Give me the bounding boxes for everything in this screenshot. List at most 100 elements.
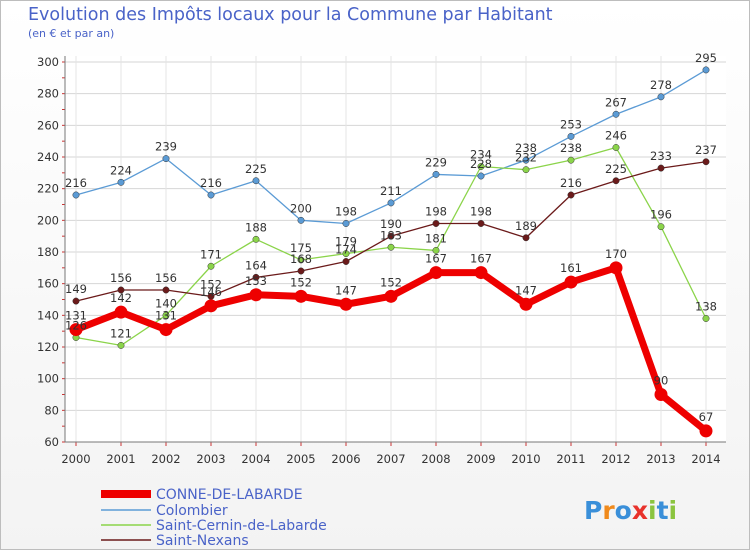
x-tick-label: 2009 (466, 452, 495, 466)
data-label-saint-nexans: 216 (560, 176, 582, 190)
data-label-saint-cernin-de-labarde: 246 (605, 129, 627, 143)
data-label-saint-cernin-de-labarde: 179 (335, 235, 357, 249)
x-tick-label: 2011 (556, 452, 585, 466)
x-tick-label: 2010 (511, 452, 540, 466)
data-label-conne-de-labarde: 152 (380, 275, 402, 289)
data-point-conne-de-labarde (204, 299, 218, 313)
x-tick-label: 2005 (286, 452, 315, 466)
data-label-conne-de-labarde: 170 (605, 247, 627, 261)
x-tick-label: 2001 (106, 452, 135, 466)
data-point-saint-nexans (657, 164, 665, 172)
data-point-colombier (387, 199, 395, 207)
data-label-saint-nexans: 174 (335, 243, 357, 257)
data-point-saint-cernin-de-labarde (432, 246, 440, 254)
data-point-colombier (702, 66, 710, 74)
data-label-colombier: 211 (380, 184, 402, 198)
data-label-colombier: 239 (155, 140, 177, 154)
data-label-saint-cernin-de-labarde: 138 (695, 300, 717, 314)
legend-label-saint-cernin-de-labarde: Saint-Cernin-de-Labarde (156, 518, 327, 534)
x-axis: 2000 2001 2002 2003 2004 2005 2006 2007 2008 2009… (61, 441, 726, 466)
x-tick-label: 2008 (421, 452, 450, 466)
data-point-conne-de-labarde (159, 323, 173, 337)
data-point-conne-de-labarde (699, 424, 713, 438)
data-point-conne-de-labarde (294, 289, 308, 303)
y-tick-label: 280 (37, 87, 59, 101)
data-point-conne-de-labarde (339, 297, 353, 311)
data-label-saint-nexans: 149 (65, 282, 87, 296)
grid (65, 56, 726, 443)
y-tick-label: 220 (37, 182, 59, 196)
data-point-saint-cernin-de-labarde (207, 262, 215, 270)
data-label-colombier: 224 (110, 163, 132, 177)
data-label-colombier: 216 (65, 176, 87, 190)
data-point-colombier (72, 191, 80, 199)
data-label-saint-cernin-de-labarde: 121 (110, 326, 132, 340)
data-point-saint-cernin-de-labarde (657, 223, 665, 231)
data-point-colombier (612, 110, 620, 118)
data-point-saint-cernin-de-labarde (567, 156, 575, 164)
data-point-colombier (477, 172, 485, 180)
data-label-colombier: 225 (245, 162, 267, 176)
data-point-colombier (252, 177, 260, 185)
data-point-colombier (297, 216, 305, 224)
data-point-saint-nexans (567, 191, 575, 199)
data-point-saint-cernin-de-labarde (612, 144, 620, 151)
legend-label-conne-de-labarde: CONNE-DE-LABARDE (156, 487, 303, 503)
data-point-conne-de-labarde (654, 388, 668, 401)
data-label-colombier: 267 (605, 95, 627, 109)
y-tick-label: 120 (37, 340, 59, 354)
x-tick-label: 2006 (331, 452, 360, 466)
data-label-colombier: 200 (290, 201, 312, 215)
brand-name: Proxiti (584, 496, 677, 525)
y-tick-label: 180 (37, 245, 59, 259)
data-label-saint-cernin-de-labarde: 126 (65, 319, 87, 333)
data-label-saint-nexans: 198 (425, 205, 447, 219)
data-label-saint-cernin-de-labarde: 238 (560, 141, 582, 155)
data-label-conne-de-labarde: 67 (699, 410, 714, 424)
chart-subtitle: (en € et par an) (28, 27, 115, 40)
data-point-colombier (342, 220, 350, 227)
data-label-conne-de-labarde: 90 (654, 374, 669, 388)
data-label-colombier: 216 (200, 176, 222, 190)
data-label-conne-de-labarde: 153 (245, 274, 267, 288)
data-label-conne-de-labarde: 131 (65, 309, 87, 323)
data-point-saint-nexans (612, 177, 620, 185)
chart-title: Evolution des Impôts locaux pour la Comm… (28, 5, 553, 25)
legend-label-saint-nexans: Saint-Nexans (156, 533, 249, 549)
x-tick-label: 2003 (196, 452, 225, 466)
x-tick-label: 2012 (601, 452, 630, 466)
data-point-saint-nexans (117, 286, 125, 294)
data-label-saint-cernin-de-labarde: 171 (200, 247, 222, 261)
data-label-colombier: 198 (335, 205, 357, 219)
brand-logo: Proxiti (584, 496, 677, 525)
data-point-saint-cernin-de-labarde (117, 341, 125, 349)
data-point-saint-cernin-de-labarde (387, 243, 395, 251)
data-point-conne-de-labarde (564, 275, 578, 289)
data-point-saint-nexans (477, 220, 485, 227)
y-tick-label: 260 (37, 118, 59, 132)
data-point-saint-nexans (342, 258, 350, 265)
data-label-colombier: 253 (560, 117, 582, 131)
y-axis: 60 80 100 120 140 160 180 200 220 240 260 280 300 (37, 55, 66, 449)
data-label-conne-de-labarde: 146 (200, 285, 222, 299)
data-label-saint-cernin-de-labarde: 140 (155, 296, 177, 310)
data-label-colombier: 238 (515, 141, 537, 155)
y-tick-label: 140 (37, 308, 59, 322)
data-point-colombier (162, 155, 170, 163)
legend: CONNE-DE-LABARDEColombierSaint-Cernin-de… (101, 487, 327, 549)
data-label-saint-nexans: 156 (155, 271, 177, 285)
data-point-saint-nexans (522, 234, 530, 242)
data-point-saint-nexans (297, 267, 305, 275)
y-tick-label: 60 (44, 435, 59, 449)
legend-label-colombier: Colombier (156, 503, 228, 519)
data-point-colombier (657, 93, 665, 101)
x-tick-label: 2013 (646, 452, 675, 466)
y-tick-label: 160 (37, 277, 59, 291)
data-label-saint-cernin-de-labarde: 232 (515, 151, 537, 165)
data-label-saint-nexans: 156 (110, 271, 132, 285)
data-point-conne-de-labarde (69, 323, 83, 337)
y-tick-label: 80 (44, 403, 59, 417)
data-label-saint-nexans: 198 (470, 205, 492, 219)
data-point-saint-nexans (702, 158, 710, 166)
data-label-conne-de-labarde: 152 (290, 275, 312, 289)
